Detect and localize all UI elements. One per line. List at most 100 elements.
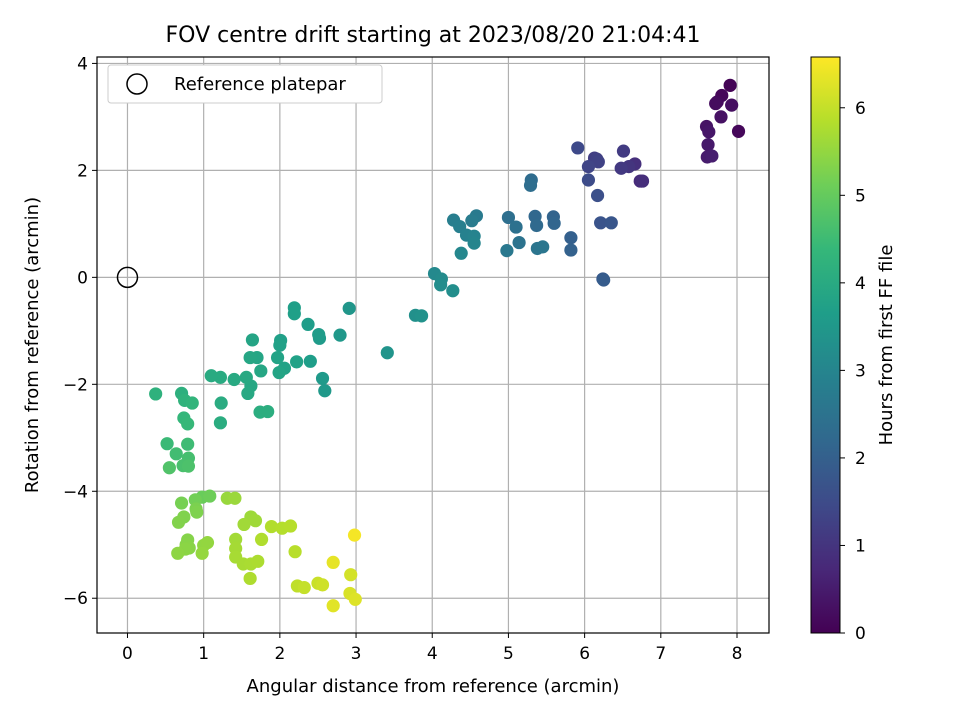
y-tick-label: −6 [63,589,88,609]
legend-box [107,64,383,104]
x-tick-label: 4 [427,644,438,664]
data-point [547,216,561,230]
data-point [414,309,429,323]
data-point [348,592,362,606]
data-point [214,396,228,410]
data-points [149,78,746,613]
data-point [241,386,255,401]
colorbar-tick-label: 0 [855,624,866,644]
data-point [303,354,317,368]
data-point [264,519,279,534]
data-point [190,505,204,519]
data-point [581,160,596,174]
data-point [283,519,298,533]
data-point [227,372,241,387]
plot-frame [96,56,770,634]
data-point [315,578,330,592]
data-point [564,231,578,245]
data-point [160,437,174,451]
data-point [195,546,209,560]
data-point [185,396,199,410]
data-point [344,568,358,582]
reference-marker [116,266,139,289]
data-point [239,370,253,384]
data-point [254,364,268,378]
data-point [273,338,287,352]
colorbar-tick-label: 2 [855,449,866,469]
data-point [181,437,195,451]
data-point [614,161,628,175]
data-point [287,307,301,321]
x-tick-label: 5 [503,644,514,664]
y-tick-label: 2 [77,161,88,181]
x-axis-label: Angular distance from reference (arcmin) [247,676,620,697]
data-point [467,236,481,250]
colorbar-frame [810,56,841,634]
data-point [635,174,650,188]
x-tick-label: 1 [198,644,209,664]
data-point [326,599,340,613]
colorbar-tick-label: 4 [855,274,866,294]
data-point [564,243,578,257]
data-point [288,545,302,559]
data-point [171,546,185,560]
colorbar-tick-label: 1 [855,536,866,556]
x-tick-label: 0 [122,644,133,664]
x-tick-label: 3 [351,644,362,664]
data-point [705,149,719,163]
data-point [248,514,263,528]
data-point [333,328,347,342]
y-axis-label: Rotation from reference (arcmin) [22,197,43,493]
data-point [149,387,163,401]
data-point [714,110,728,124]
data-point [162,461,176,475]
y-axis-ticks: −6 −4 −2 0 2 4 [63,54,97,609]
data-point [380,346,394,360]
y-tick-label: −2 [63,375,88,395]
data-point [342,301,356,315]
data-point [290,355,304,369]
legend: Reference platepar [107,64,383,104]
data-point [326,555,340,570]
data-point [251,554,265,568]
data-point [203,489,217,503]
data-point [597,273,611,287]
data-point [272,365,286,380]
data-point [174,496,189,510]
y-tick-label: −4 [63,482,88,502]
colorbar-tick-label: 5 [855,186,866,206]
data-point [229,532,243,547]
legend-label: Reference platepar [174,74,346,95]
data-point [243,571,257,586]
data-point [604,216,618,230]
data-point [318,384,332,398]
data-point [169,447,183,461]
x-tick-label: 2 [274,644,285,664]
data-point [702,125,716,139]
data-point [446,284,460,298]
data-point [270,350,285,365]
data-point [591,155,605,169]
data-point [261,404,275,419]
data-point [347,528,362,542]
chart-title: FOV centre drift starting at 2023/08/20 … [166,23,701,48]
data-point [181,459,196,473]
data-point [465,214,479,228]
data-point [536,240,550,254]
data-point [297,580,311,595]
colorbar: 0 1 2 3 4 5 6 Hours from first FF file [810,56,897,644]
x-tick-label: 8 [732,644,743,664]
data-point [237,517,251,532]
y-tick-label: 4 [77,54,88,74]
data-point [243,350,257,365]
colorbar-tick-label: 6 [855,99,866,119]
x-axis-ticks: 0 1 2 3 4 5 6 7 8 [122,633,742,664]
x-tick-label: 6 [579,644,590,664]
legend-marker [126,73,148,95]
data-point [723,78,737,92]
y-tick-label: 0 [77,268,88,288]
data-point [301,317,315,332]
data-point [228,491,242,505]
data-point [731,124,746,138]
